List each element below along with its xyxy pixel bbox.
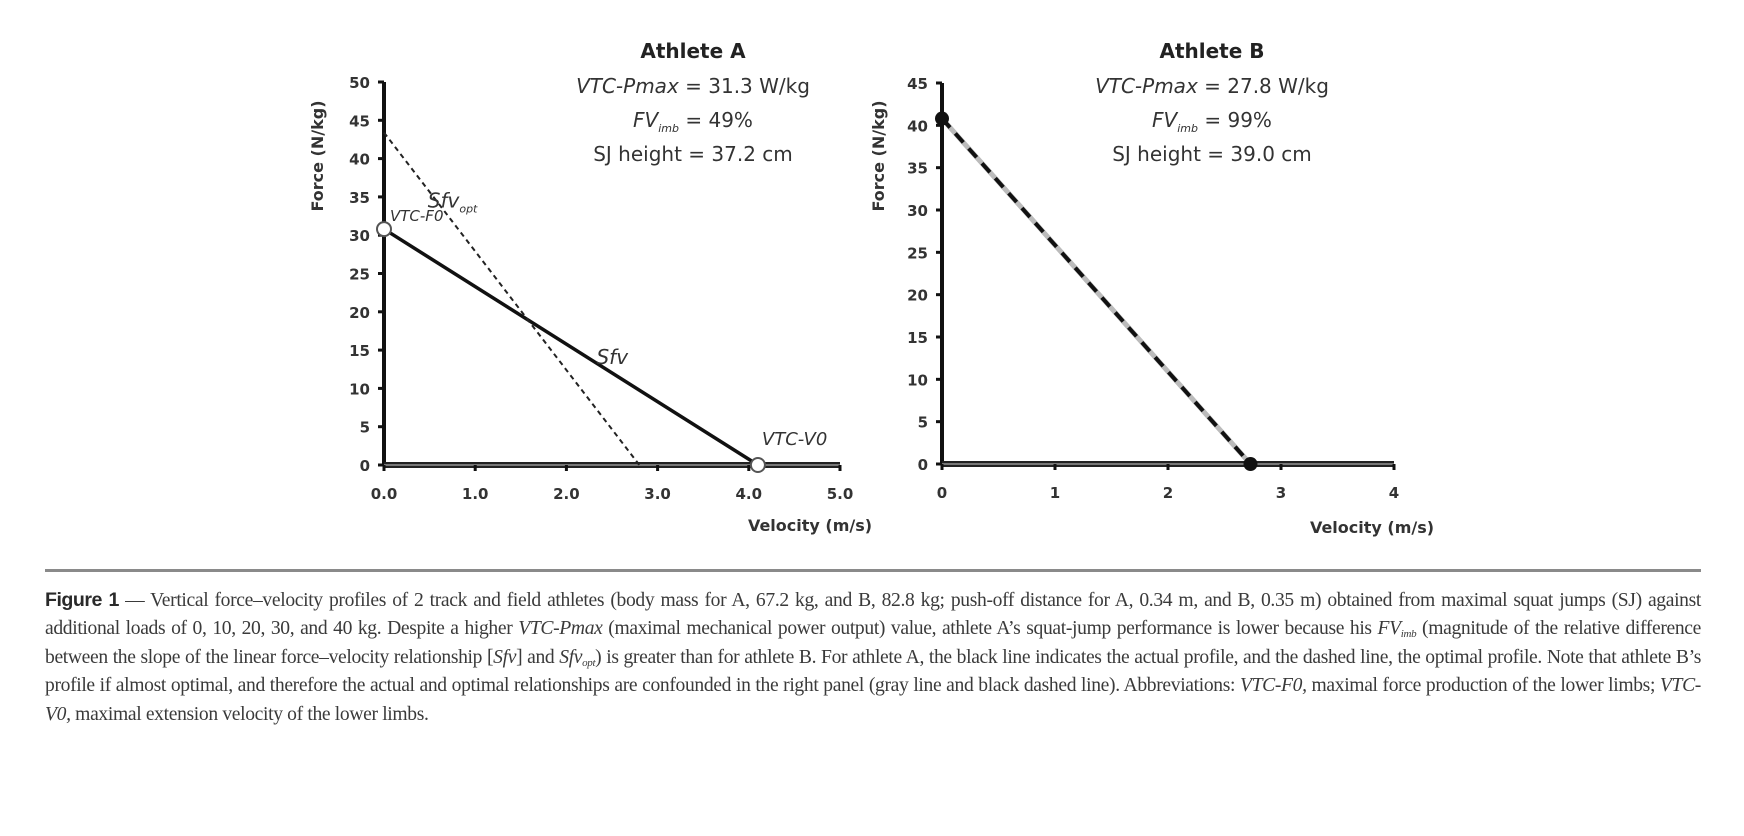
- caption-text-6: maximal force production of the lower li…: [1306, 675, 1660, 697]
- panel-b-ytick-label: 30: [907, 202, 928, 220]
- caption-italic-3: Sfv: [493, 646, 517, 668]
- panel-a-xtick-label: 1.0: [462, 485, 489, 503]
- panel-athlete-b: Athlete B VTC-Pmax = 27.8 W/kg FVimb = 9…: [869, 39, 1434, 537]
- panel-b-ytick-label: 5: [918, 414, 928, 432]
- panel-b-xtick-label: 1: [1050, 484, 1060, 502]
- caption-italic-1: VTC-Pmax: [518, 618, 603, 640]
- panel-a-label-sfv-opt: Sfvopt: [428, 189, 478, 216]
- panel-a-xtick-label: 0.0: [371, 485, 398, 503]
- panel-a-series-sfv-opt: [383, 131, 641, 466]
- caption-sub-2: imb: [1400, 628, 1417, 641]
- caption-italic-6: VTC-V0,: [45, 675, 1701, 725]
- panel-b-title: Athlete B: [1159, 39, 1264, 63]
- panel-a-ytick-label: 50: [349, 74, 370, 92]
- panel-b-ytick-label: 20: [907, 287, 928, 305]
- panel-a-ytick-label: 0: [360, 457, 370, 475]
- panel-a-ytick-label: 30: [349, 227, 370, 245]
- panel-b-plot-area: 0 5 10 15 20 25 30 35 40 45 0 1 2 3 4: [907, 75, 1399, 502]
- figure-caption: Figure 1 — Vertical force–velocity profi…: [45, 586, 1701, 729]
- panel-b-ytick-label: 10: [907, 371, 928, 389]
- panel-a-ytick-label: 40: [349, 151, 370, 169]
- panel-a-sj-height: SJ height = 37.2 cm: [593, 142, 793, 166]
- panel-a-ytick-label: 20: [349, 304, 370, 322]
- panel-b-xtick-label: 0: [937, 484, 947, 502]
- panel-b-xtick-label: 2: [1163, 484, 1173, 502]
- panel-a-ytick-label: 45: [349, 112, 370, 130]
- panel-b-ylabel: Force (N/kg): [869, 100, 888, 211]
- caption-text-2: (maximal mechanical power output) value,…: [602, 618, 1378, 640]
- panel-b-fvimb: FVimb = 99%: [1152, 108, 1272, 135]
- panel-a-ytick-label: 10: [349, 380, 370, 398]
- panel-a-point-vtc-v0: [749, 457, 766, 473]
- panel-a-point-label-vtc-f0: VTC-F0: [390, 207, 443, 225]
- panel-a-ylabel: Force (N/kg): [308, 100, 327, 211]
- panel-a-point-label-vtc-v0: VTC-V0: [762, 429, 827, 450]
- panel-b-pmax-label: VTC-Pmax: [1095, 74, 1198, 98]
- panel-b-point-vtc-f0: [935, 111, 949, 126]
- panel-a-fvimb-label: FV: [633, 108, 660, 132]
- caption-text-7: maximal extension velocity of the lower …: [70, 703, 429, 725]
- caption-italic-2: FV: [1377, 618, 1402, 640]
- caption-divider: [45, 569, 1701, 572]
- figure-label: Figure 1: [45, 589, 119, 611]
- panel-a-ytick-label: 25: [349, 266, 370, 284]
- caption-text-1: — Vertical force–velocity profiles of 2 …: [45, 590, 1701, 640]
- panel-a-point-vtc-f0: [376, 221, 392, 238]
- panel-b-fvimb-label: FV: [1152, 108, 1179, 132]
- caption-italic-5: VTC-F0,: [1239, 675, 1307, 697]
- panel-a-fvimb: FVimb = 49%: [633, 108, 753, 135]
- panel-b-xtick-label: 3: [1276, 484, 1286, 502]
- caption-text-5: ) is greater than for athlete B. For ath…: [45, 646, 1702, 697]
- panel-a-label-sfv: Sfv: [596, 345, 629, 369]
- panel-b-ytick-label: 35: [907, 160, 928, 178]
- panel-b-ytick-label: 45: [907, 75, 928, 93]
- panel-athlete-a: Athlete A VTC-Pmax = 31.3 W/kg FVimb = 4…: [308, 39, 872, 535]
- panel-b-xlabel: Velocity (m/s): [1310, 518, 1434, 537]
- panel-b-fvimb-value: = 99%: [1198, 108, 1272, 132]
- caption-sub-4: opt: [582, 656, 596, 669]
- panel-b-fvimb-sub: imb: [1177, 122, 1198, 135]
- panel-a-xtick-label: 4.0: [736, 485, 763, 503]
- panel-b-ytick-label: 0: [918, 456, 928, 474]
- panel-a-pmax-value: = 31.3 W/kg: [679, 74, 810, 98]
- panel-a-xtick-label: 3.0: [644, 485, 671, 503]
- panel-a-xlabel: Velocity (m/s): [748, 516, 872, 535]
- panel-a-plot-area: 0 5 10 15 20 25 30 35 40 45 50 0.0 1.0 2.0 3.0 4.0 5.0 Sf…: [349, 74, 853, 503]
- panel-a-fvimb-value: = 49%: [679, 108, 753, 132]
- panel-b-series-sfv-opt: [940, 117, 1252, 466]
- panel-b-pmax: VTC-Pmax = 27.8 W/kg: [1095, 74, 1329, 98]
- panel-a-series-sfv: [383, 227, 759, 467]
- panel-b-ytick-label: 40: [907, 117, 928, 135]
- caption-text-3: (magnitude of the relative difference be…: [45, 618, 1701, 668]
- panel-b-sj-height: SJ height = 39.0 cm: [1112, 142, 1312, 166]
- panel-b-xtick-label: 4: [1389, 484, 1399, 502]
- panel-a-pmax: VTC-Pmax = 31.3 W/kg: [576, 74, 810, 98]
- caption-text-4: ] and: [516, 646, 560, 668]
- panel-a-xtick-label: 5.0: [827, 485, 854, 503]
- panel-b-point-vtc-v0: [1243, 457, 1258, 471]
- panel-a-pmax-label: VTC-Pmax: [576, 74, 679, 98]
- caption-italic-4: Sfv: [559, 646, 583, 668]
- panel-a-title: Athlete A: [640, 39, 746, 63]
- panel-a-xtick-label: 2.0: [553, 485, 580, 503]
- panel-b-ytick-label: 15: [907, 329, 928, 347]
- panel-b-ytick-label: 25: [907, 244, 928, 262]
- panel-a-fvimb-sub: imb: [658, 122, 679, 135]
- panel-a-ytick-label: 35: [349, 189, 370, 207]
- panel-a-ytick-label: 15: [349, 342, 370, 360]
- panel-b-pmax-value: = 27.8 W/kg: [1198, 74, 1329, 98]
- panel-a-ytick-label: 5: [360, 419, 370, 437]
